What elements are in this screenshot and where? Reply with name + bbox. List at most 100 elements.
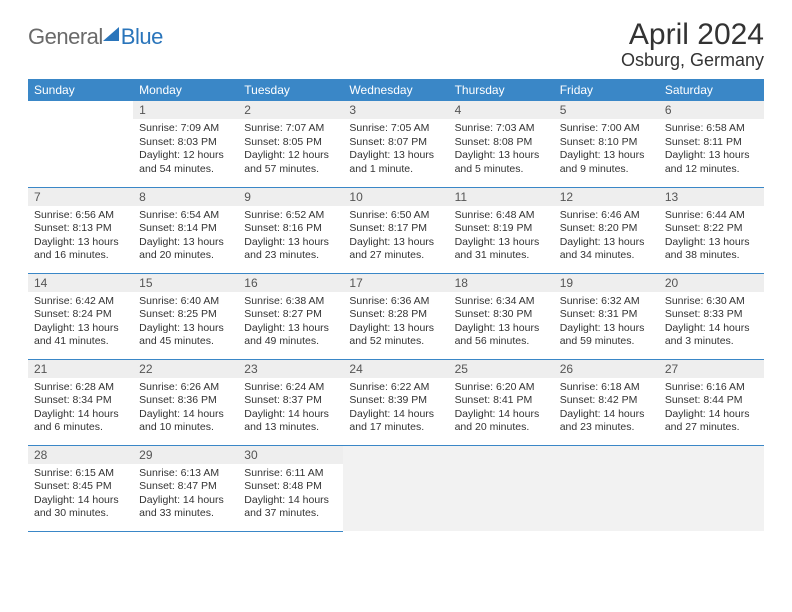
calendar-cell: 17Sunrise: 6:36 AMSunset: 8:28 PMDayligh… — [343, 273, 448, 359]
cell-line-d2: and 20 minutes. — [455, 421, 548, 435]
day-number: 6 — [659, 101, 764, 119]
weekday-header: Tuesday — [238, 79, 343, 101]
cell-line-ss: Sunset: 8:25 PM — [139, 308, 232, 322]
logo: General Blue — [28, 18, 163, 50]
cell-line-d1: Daylight: 13 hours — [244, 322, 337, 336]
day-number: 30 — [238, 446, 343, 464]
cell-line-d1: Daylight: 14 hours — [139, 494, 232, 508]
day-number: 7 — [28, 188, 133, 206]
weekday-header: Friday — [554, 79, 659, 101]
calendar-cell: 1Sunrise: 7:09 AMSunset: 8:03 PMDaylight… — [133, 101, 238, 187]
cell-line-ss: Sunset: 8:14 PM — [139, 222, 232, 236]
cell-line-sr: Sunrise: 6:32 AM — [560, 295, 653, 309]
cell-line-d1: Daylight: 13 hours — [560, 322, 653, 336]
calendar-cell — [343, 445, 448, 531]
cell-line-ss: Sunset: 8:28 PM — [349, 308, 442, 322]
cell-line-sr: Sunrise: 6:13 AM — [139, 467, 232, 481]
location: Osburg, Germany — [621, 50, 764, 71]
cell-line-sr: Sunrise: 6:46 AM — [560, 209, 653, 223]
cell-line-d1: Daylight: 13 hours — [455, 236, 548, 250]
cell-line-d2: and 5 minutes. — [455, 163, 548, 177]
cell-line-d1: Daylight: 13 hours — [139, 322, 232, 336]
cell-line-d2: and 49 minutes. — [244, 335, 337, 349]
cell-line-d1: Daylight: 14 hours — [560, 408, 653, 422]
calendar-cell: 10Sunrise: 6:50 AMSunset: 8:17 PMDayligh… — [343, 187, 448, 273]
cell-line-d1: Daylight: 13 hours — [34, 322, 127, 336]
cell-line-sr: Sunrise: 6:52 AM — [244, 209, 337, 223]
header: General Blue April 2024 Osburg, Germany — [28, 18, 764, 71]
cell-line-sr: Sunrise: 6:54 AM — [139, 209, 232, 223]
logo-text-general: General — [28, 24, 103, 50]
day-number: 25 — [449, 360, 554, 378]
cell-line-sr: Sunrise: 7:09 AM — [139, 122, 232, 136]
calendar-cell: 22Sunrise: 6:26 AMSunset: 8:36 PMDayligh… — [133, 359, 238, 445]
cell-line-d1: Daylight: 14 hours — [665, 322, 758, 336]
calendar-row: 21Sunrise: 6:28 AMSunset: 8:34 PMDayligh… — [28, 359, 764, 445]
weekday-header: Saturday — [659, 79, 764, 101]
cell-line-d2: and 31 minutes. — [455, 249, 548, 263]
cell-line-d1: Daylight: 13 hours — [455, 149, 548, 163]
cell-line-d2: and 17 minutes. — [349, 421, 442, 435]
cell-line-ss: Sunset: 8:33 PM — [665, 308, 758, 322]
cell-line-ss: Sunset: 8:07 PM — [349, 136, 442, 150]
cell-line-sr: Sunrise: 7:00 AM — [560, 122, 653, 136]
cell-line-sr: Sunrise: 6:56 AM — [34, 209, 127, 223]
cell-line-d1: Daylight: 13 hours — [560, 236, 653, 250]
day-number: 27 — [659, 360, 764, 378]
cell-line-d2: and 20 minutes. — [139, 249, 232, 263]
day-number: 18 — [449, 274, 554, 292]
day-number: 11 — [449, 188, 554, 206]
calendar-cell: 23Sunrise: 6:24 AMSunset: 8:37 PMDayligh… — [238, 359, 343, 445]
cell-line-d1: Daylight: 12 hours — [139, 149, 232, 163]
day-number: 5 — [554, 101, 659, 119]
cell-line-d1: Daylight: 13 hours — [455, 322, 548, 336]
calendar-row: 7Sunrise: 6:56 AMSunset: 8:13 PMDaylight… — [28, 187, 764, 273]
cell-line-ss: Sunset: 8:10 PM — [560, 136, 653, 150]
cell-line-ss: Sunset: 8:19 PM — [455, 222, 548, 236]
cell-line-d1: Daylight: 13 hours — [34, 236, 127, 250]
cell-line-ss: Sunset: 8:17 PM — [349, 222, 442, 236]
logo-text-blue: Blue — [121, 24, 163, 50]
cell-line-ss: Sunset: 8:34 PM — [34, 394, 127, 408]
cell-line-d2: and 3 minutes. — [665, 335, 758, 349]
calendar-cell: 18Sunrise: 6:34 AMSunset: 8:30 PMDayligh… — [449, 273, 554, 359]
cell-line-ss: Sunset: 8:36 PM — [139, 394, 232, 408]
calendar-cell: 2Sunrise: 7:07 AMSunset: 8:05 PMDaylight… — [238, 101, 343, 187]
cell-line-d2: and 6 minutes. — [34, 421, 127, 435]
calendar-cell: 11 Sunrise: 6:48 AMSunset: 8:19 PMDayligh… — [449, 187, 554, 273]
calendar-cell: 30Sunrise: 6:11 AMSunset: 8:48 PMDayligh… — [238, 445, 343, 531]
calendar-cell — [28, 101, 133, 187]
cell-line-ss: Sunset: 8:03 PM — [139, 136, 232, 150]
cell-line-ss: Sunset: 8:08 PM — [455, 136, 548, 150]
cell-line-d2: and 57 minutes. — [244, 163, 337, 177]
cell-line-d1: Daylight: 13 hours — [560, 149, 653, 163]
calendar-cell: 21Sunrise: 6:28 AMSunset: 8:34 PMDayligh… — [28, 359, 133, 445]
cell-line-d2: and 38 minutes. — [665, 249, 758, 263]
calendar-cell: 14Sunrise: 6:42 AMSunset: 8:24 PMDayligh… — [28, 273, 133, 359]
month-title: April 2024 — [621, 18, 764, 52]
calendar-cell: 15Sunrise: 6:40 AMSunset: 8:25 PMDayligh… — [133, 273, 238, 359]
weekday-header: Monday — [133, 79, 238, 101]
calendar-cell: 24Sunrise: 6:22 AMSunset: 8:39 PMDayligh… — [343, 359, 448, 445]
cell-line-d2: and 12 minutes. — [665, 163, 758, 177]
cell-line-sr: Sunrise: 6:15 AM — [34, 467, 127, 481]
calendar-cell: 28Sunrise: 6:15 AMSunset: 8:45 PMDayligh… — [28, 445, 133, 531]
cell-line-sr: Sunrise: 6:28 AM — [34, 381, 127, 395]
cell-line-ss: Sunset: 8:47 PM — [139, 480, 232, 494]
cell-line-ss: Sunset: 8:45 PM — [34, 480, 127, 494]
cell-line-d1: Daylight: 13 hours — [665, 149, 758, 163]
cell-line-d1: Daylight: 14 hours — [34, 408, 127, 422]
day-number: 8 — [133, 188, 238, 206]
weekday-header: Thursday — [449, 79, 554, 101]
cell-line-sr: Sunrise: 6:18 AM — [560, 381, 653, 395]
day-number: 29 — [133, 446, 238, 464]
day-number: 2 — [238, 101, 343, 119]
calendar-page: General Blue April 2024 Osburg, Germany … — [0, 0, 792, 532]
calendar-body: 1Sunrise: 7:09 AMSunset: 8:03 PMDaylight… — [28, 101, 764, 531]
cell-line-d1: Daylight: 14 hours — [349, 408, 442, 422]
calendar-cell: 29 Sunrise: 6:13 AMSunset: 8:47 PMDayligh… — [133, 445, 238, 531]
cell-line-ss: Sunset: 8:20 PM — [560, 222, 653, 236]
cell-line-ss: Sunset: 8:31 PM — [560, 308, 653, 322]
cell-line-sr: Sunrise: 6:48 AM — [455, 209, 548, 223]
cell-line-ss: Sunset: 8:30 PM — [455, 308, 548, 322]
